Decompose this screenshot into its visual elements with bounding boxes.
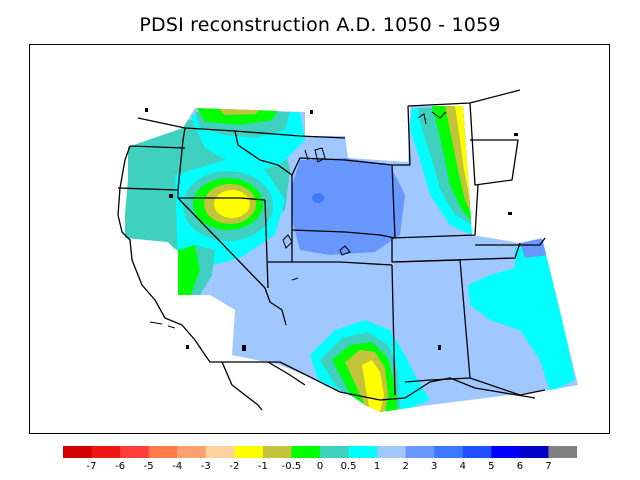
colorbar <box>63 446 577 458</box>
idaho-nevada-border <box>178 197 266 201</box>
pdsi-region-western-dry-core <box>214 190 250 218</box>
colorbar-swatch <box>120 446 150 458</box>
boundaries <box>117 89 546 411</box>
pdsi-map <box>117 89 578 412</box>
baja-coastline <box>221 361 263 411</box>
small-water-bodies <box>145 108 518 351</box>
lake-dot-4 <box>438 345 441 350</box>
pdsi-region-no-data-north <box>305 112 347 136</box>
pdsi-region-southwest-teal <box>190 245 215 298</box>
colorbar-swatch <box>491 446 521 458</box>
pdsi-region-southwest-strip <box>178 245 200 298</box>
nevada-california-border <box>177 190 287 326</box>
colorbar-tick-label: -4 <box>172 461 183 472</box>
colorbar-swatch <box>262 446 292 458</box>
lakes <box>149 111 447 329</box>
map-frame <box>29 44 610 434</box>
colorbar-tick-label: -0.5 <box>281 461 302 472</box>
colorbar-tick-label: 3 <box>431 461 438 472</box>
colorbar-tick-label: 4 <box>459 461 466 472</box>
lake-dot-8 <box>242 345 246 351</box>
pdsi-field <box>125 106 578 412</box>
pdsi-region-central-wet <box>292 158 405 255</box>
yellowstone-lake <box>314 147 326 163</box>
colorbar-swatch <box>205 446 235 458</box>
kansas-south-border <box>475 237 546 246</box>
lake-dot-6 <box>514 133 518 136</box>
lake-dot-3 <box>310 110 313 114</box>
colorbar-tick-label: -1 <box>257 461 268 472</box>
pdsi-region-south-dry-core <box>362 360 384 412</box>
dakota-border <box>469 102 519 186</box>
colorbar-swatch <box>234 446 264 458</box>
colorbar-swatch <box>377 446 407 458</box>
colorbar-swatch <box>548 446 577 458</box>
great-salt-lake <box>282 234 293 249</box>
colorbar-tick-label: 2 <box>402 461 409 472</box>
pdsi-region-central-wet-core <box>312 193 324 203</box>
lake-sakakawea <box>431 111 447 119</box>
colorbar-tick-label: 5 <box>488 461 495 472</box>
colorbar-swatch <box>177 446 207 458</box>
canada-border-east <box>407 89 521 107</box>
gulf-california-coast <box>267 361 306 386</box>
oregon-california-border <box>117 187 179 191</box>
utah-nevada-border <box>264 199 269 289</box>
colorbar-tick-label: 0 <box>316 461 324 472</box>
colorbar-tick-label: -5 <box>143 461 154 472</box>
map-title: PDSI reconstruction A.D. 1050 - 1059 <box>139 14 501 36</box>
colorbar-swatch <box>348 446 378 458</box>
colorbar-swatch <box>519 446 549 458</box>
idaho-west-border <box>177 127 186 191</box>
lake-mead <box>291 277 299 281</box>
pacific-coastline <box>117 145 222 363</box>
colorbar-swatch <box>462 446 492 458</box>
fort-peck-lake <box>417 113 427 125</box>
lake-dot-5 <box>508 212 512 215</box>
colorbar-tick-label: -2 <box>229 461 240 472</box>
flathead-lake <box>304 149 309 161</box>
pdsi-region-east-blue <box>520 238 548 258</box>
texas-border <box>469 377 546 396</box>
colorbar-tick-label: -7 <box>86 461 97 472</box>
colorbar-swatch <box>291 446 321 458</box>
colorbar-tick-label: -6 <box>115 461 126 472</box>
colorbar-swatch <box>320 446 350 458</box>
colorbar-swatch <box>434 446 464 458</box>
nebraska-kansas-border <box>391 184 479 239</box>
pdsi-region-east-cyan <box>468 240 575 392</box>
lake-dot-1 <box>145 108 148 112</box>
channel-islands <box>149 321 176 329</box>
colorbar-swatch <box>148 446 178 458</box>
lake-dot-7 <box>186 345 189 349</box>
montana-dakota-border <box>392 105 411 166</box>
arizona-newmexico-border <box>391 264 396 396</box>
colorbar-tick-label: -3 <box>200 461 211 472</box>
colorbar-swatch <box>91 446 121 458</box>
colorbar-swatch <box>63 446 93 458</box>
lake-dot-2 <box>169 194 173 198</box>
colorbar-tick-label: 7 <box>545 461 552 472</box>
bear-lake <box>339 245 351 256</box>
colorbar-tick-label: 0.5 <box>340 461 357 472</box>
mexico-border <box>222 361 536 401</box>
washington-oregon-border <box>129 145 186 149</box>
colorbar-tick-label: 1 <box>373 461 381 472</box>
idaho-montana-border <box>234 130 293 176</box>
colorbar-swatch <box>405 446 435 458</box>
colorbar-tick-label: 6 <box>516 461 524 472</box>
